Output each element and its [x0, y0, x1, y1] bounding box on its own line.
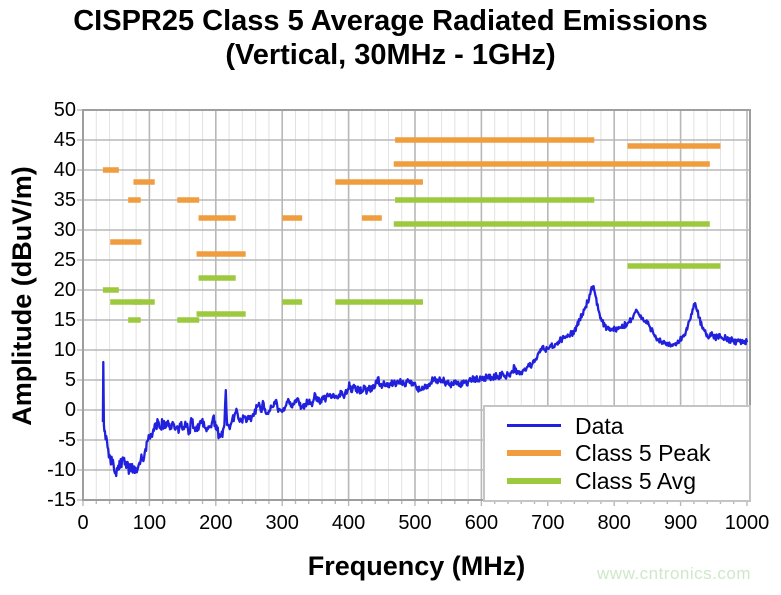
x-tick-label: 1000: [724, 512, 770, 534]
y-tick-label: 50: [53, 99, 76, 121]
x-tick-label: 200: [199, 512, 233, 534]
x-tick-label: 300: [265, 512, 299, 534]
y-tick-label: 15: [53, 309, 76, 331]
chart-title-line1: CISPR25 Class 5 Average Radiated Emissio…: [73, 5, 708, 37]
legend-entry-class5-peak: Class 5 Peak: [507, 440, 745, 466]
y-tick-label: -15: [47, 489, 76, 511]
y-tick-label: -10: [47, 459, 76, 481]
x-tick-label: 600: [464, 512, 499, 534]
legend-label-class5-avg: Class 5 Avg: [575, 468, 697, 495]
plot-border: [82, 109, 751, 501]
legend-entry-class5-avg: Class 5 Avg: [507, 468, 745, 494]
y-tick-label: 40: [53, 159, 76, 181]
x-tick-label: 0: [77, 512, 89, 534]
x-tick-label: 700: [531, 512, 565, 534]
legend: Data Class 5 Peak Class 5 Avg: [483, 405, 751, 502]
legend-line-sample-data: [507, 424, 561, 428]
y-tick-label: 20: [53, 279, 76, 301]
data-series-line: [101, 285, 749, 478]
y-tick-label: -5: [58, 429, 76, 451]
y-tick-label: 10: [53, 339, 76, 361]
chart-title: CISPR25 Class 5 Average Radiated Emissio…: [0, 4, 781, 72]
x-tick-label: 400: [331, 512, 366, 534]
chart-title-line2: (Vertical, 30MHz - 1GHz): [225, 39, 556, 71]
y-tick-label: 25: [53, 249, 76, 271]
legend-line-sample-class5-avg: [507, 478, 561, 485]
legend-label-class5-peak: Class 5 Peak: [575, 440, 711, 467]
y-tick-label: 35: [53, 189, 76, 211]
legend-label-data: Data: [575, 412, 624, 439]
x-tick-label: 800: [597, 512, 631, 534]
watermark: www.cntronics.com: [597, 564, 751, 583]
x-tick-label: 100: [132, 512, 167, 534]
y-tick-label: 0: [64, 399, 76, 421]
y-tick-label: 30: [53, 219, 76, 241]
y-tick-label: 45: [53, 129, 76, 151]
x-axis-title: Frequency (MHz): [307, 551, 526, 581]
legend-entry-data: Data: [507, 413, 745, 439]
x-tick-label: 900: [663, 512, 698, 534]
y-tick-label: 5: [64, 369, 76, 391]
legend-line-sample-class5-peak: [507, 450, 561, 457]
x-tick-label: 500: [398, 512, 432, 534]
